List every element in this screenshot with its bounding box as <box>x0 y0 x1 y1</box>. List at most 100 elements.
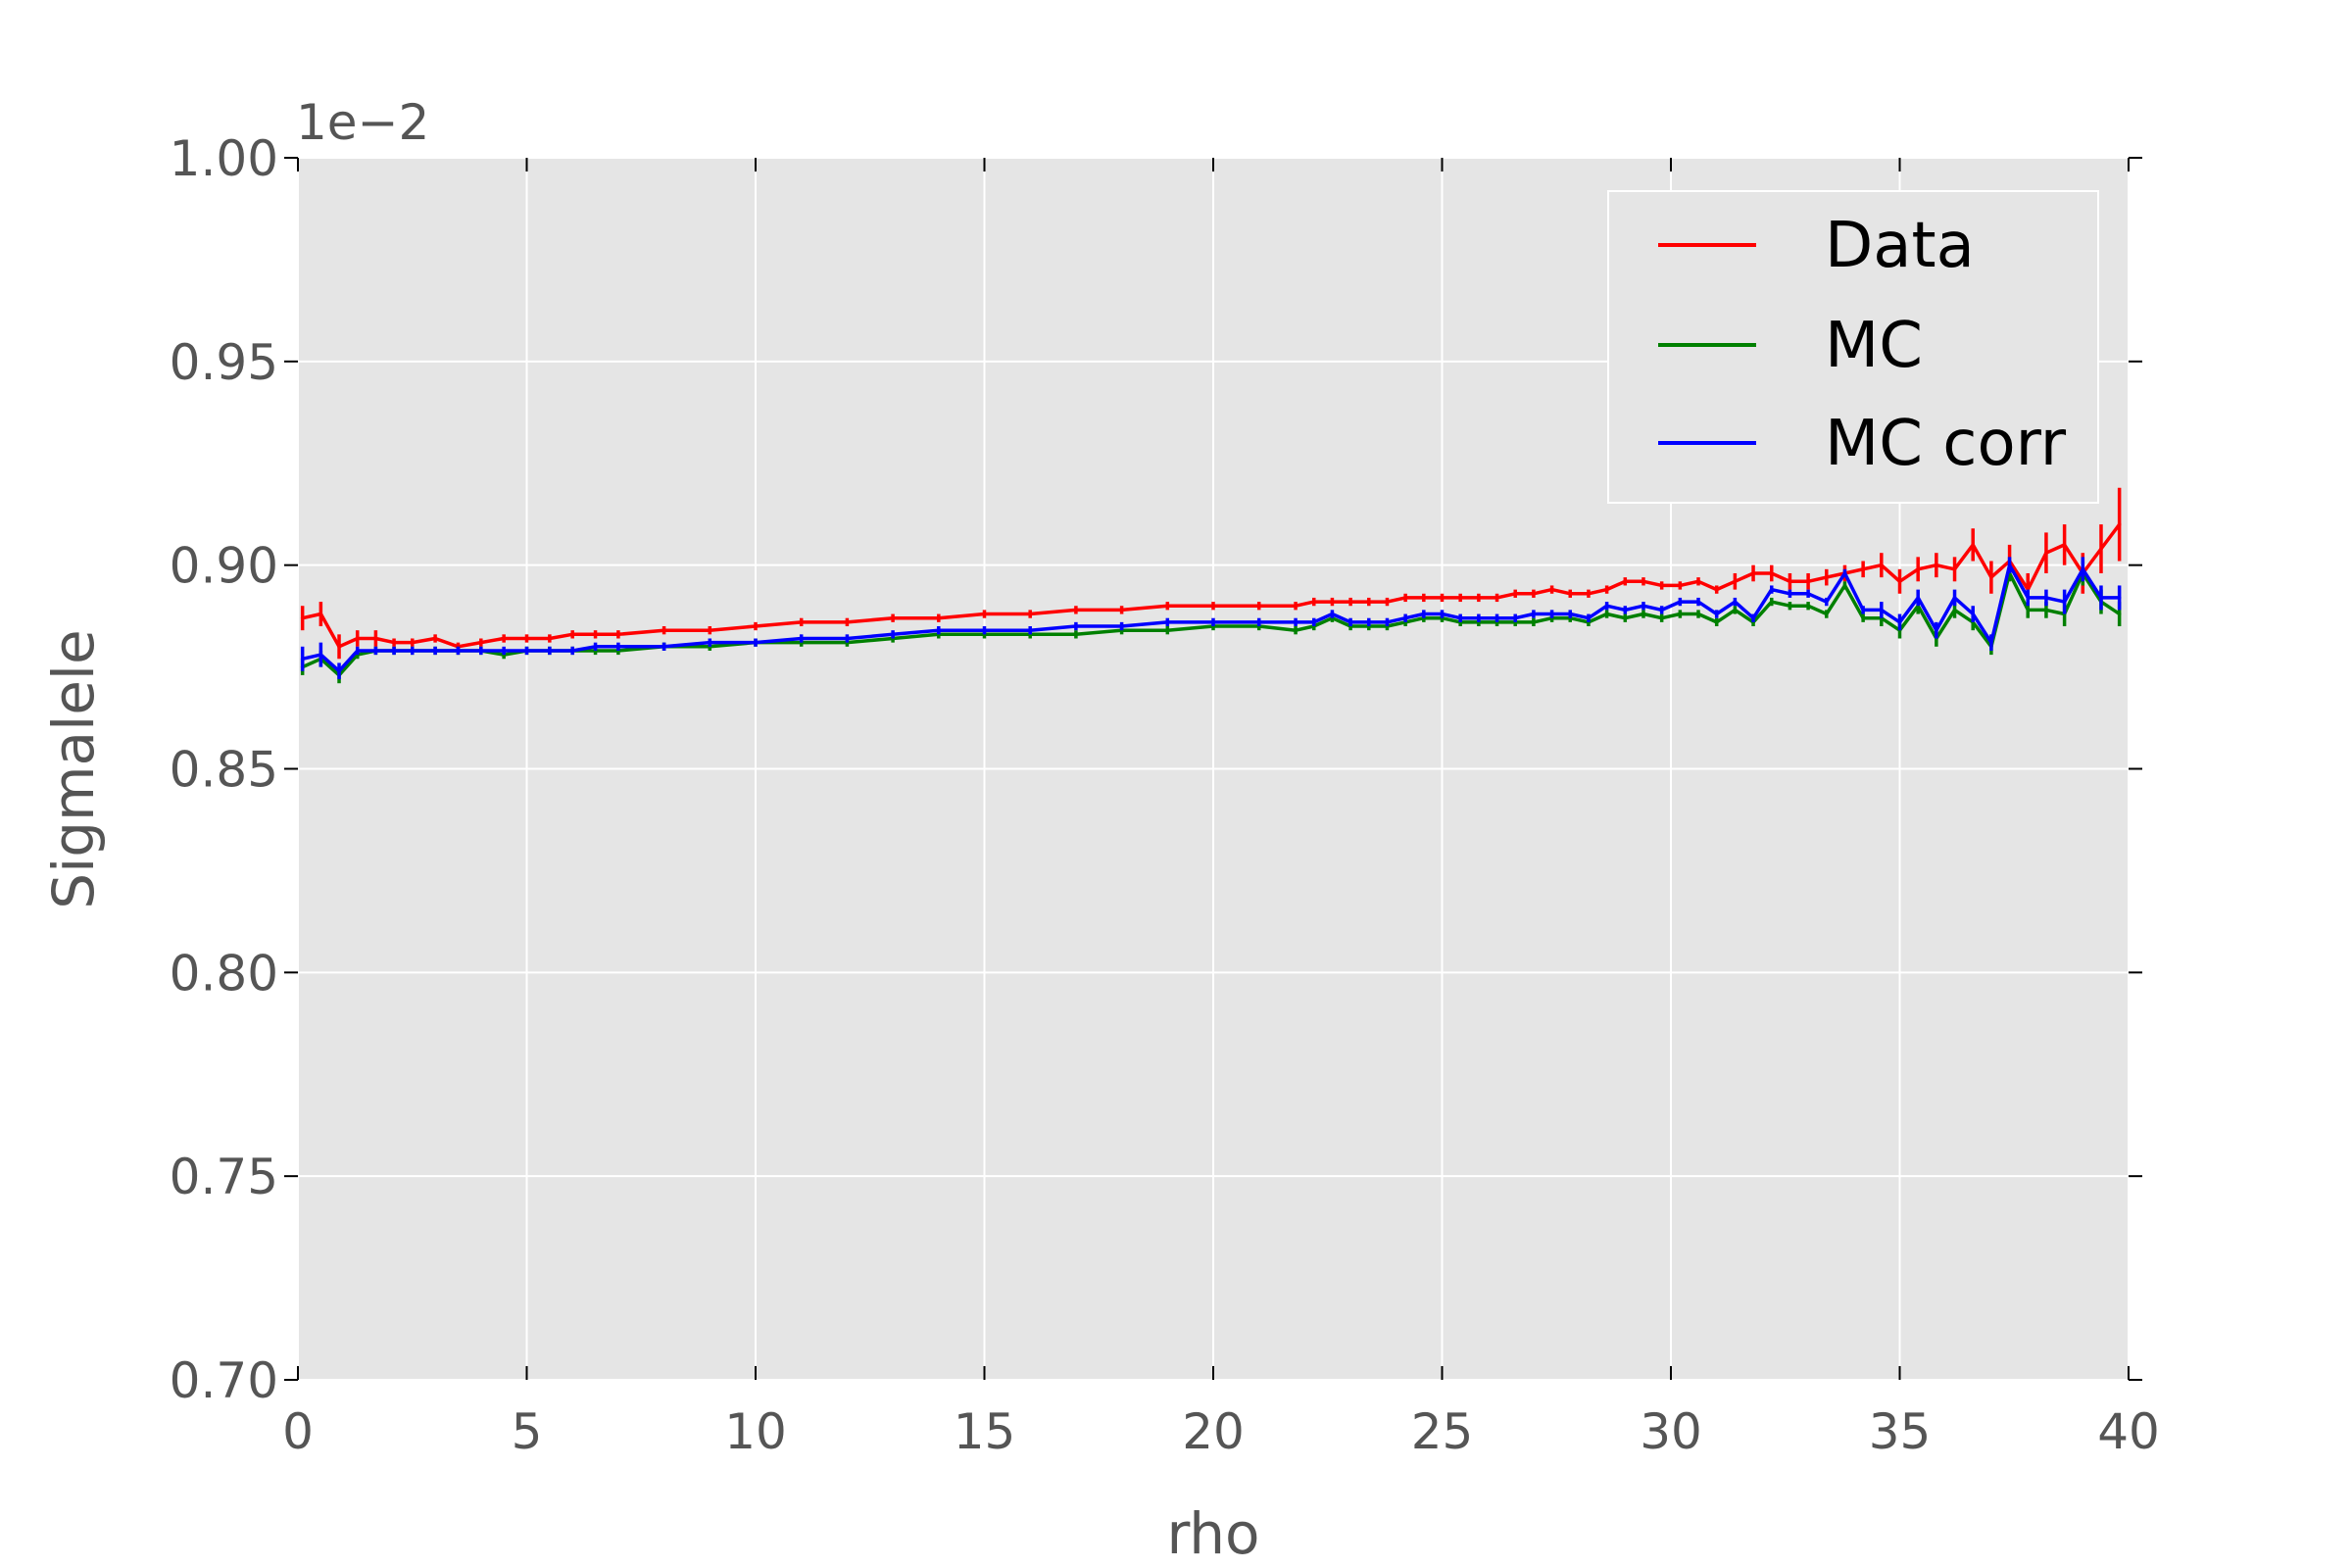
data-point <box>1348 620 1352 624</box>
data-point <box>1861 615 1865 620</box>
data-point <box>502 636 506 641</box>
data-point <box>1733 608 1738 612</box>
data-point <box>1311 600 1316 604</box>
data-point <box>1935 563 1938 567</box>
data-point <box>1806 579 1810 584</box>
data-point <box>300 615 305 620</box>
data-point <box>373 636 378 641</box>
data-point <box>845 636 850 641</box>
data-point <box>1604 612 1609 616</box>
data-point <box>1897 579 1902 584</box>
data-point <box>1403 615 1407 620</box>
data-point <box>1989 575 1993 579</box>
data-point <box>1532 591 1536 596</box>
x-tick-label: 40 <box>2097 1403 2160 1460</box>
data-point <box>524 649 529 653</box>
data-point <box>300 657 305 662</box>
y-tick-label: 0.70 <box>170 1352 278 1409</box>
y-tick-labels: 0.70 0.75 0.80 0.85 0.90 0.95 1.00 <box>170 130 278 1409</box>
data-point <box>1403 596 1407 600</box>
data-point <box>1952 567 1957 571</box>
data-point <box>1623 615 1628 620</box>
data-point <box>1806 591 1810 596</box>
data-point <box>2099 547 2103 551</box>
data-point <box>392 649 396 653</box>
data-point <box>1714 620 1719 624</box>
data-point <box>1330 612 1335 616</box>
data-point <box>1935 628 1938 632</box>
series-layer <box>300 487 2122 684</box>
data-point <box>1366 600 1371 604</box>
data-point <box>1494 596 1499 600</box>
data-point <box>1952 608 1957 612</box>
series-mc-corr <box>300 557 2122 680</box>
y-offset-label: 1e−2 <box>296 94 429 151</box>
data-point <box>2044 596 2048 600</box>
data-point <box>1256 604 1261 609</box>
data-point <box>982 612 987 616</box>
data-point <box>708 628 712 632</box>
data-point <box>1678 612 1683 616</box>
data-point <box>1477 615 1481 620</box>
data-point <box>1751 571 1755 575</box>
data-point <box>1769 571 1774 575</box>
data-point <box>2044 551 2048 555</box>
data-point <box>1971 543 1976 547</box>
x-tick-label: 20 <box>1182 1403 1245 1460</box>
data-point <box>1165 604 1170 609</box>
data-point <box>1211 604 1215 609</box>
data-point <box>1916 567 1920 571</box>
data-point <box>337 645 341 649</box>
data-point <box>937 628 941 632</box>
data-point <box>2044 608 2048 612</box>
data-point <box>1074 608 1078 612</box>
data-point <box>1861 608 1865 612</box>
data-point <box>1440 612 1445 616</box>
data-point <box>1788 579 1792 584</box>
data-point <box>502 649 506 653</box>
data-point <box>1642 612 1645 616</box>
data-point <box>1842 571 1847 575</box>
data-point <box>1659 615 1664 620</box>
data-point <box>1714 612 1719 616</box>
data-point <box>593 645 598 649</box>
data-point <box>1842 583 1847 588</box>
data-point <box>2099 596 2103 600</box>
legend-label: Data <box>1825 210 1975 282</box>
data-point <box>1916 596 1920 600</box>
data-point <box>1513 591 1518 596</box>
data-point <box>662 628 666 632</box>
data-point <box>1440 596 1445 600</box>
data-point <box>1733 600 1738 604</box>
y-tick-label: 0.85 <box>170 742 278 799</box>
grid-lines <box>297 157 2130 1381</box>
data-point <box>1587 615 1591 620</box>
data-point <box>982 628 987 632</box>
data-point <box>1294 604 1298 609</box>
data-point <box>1788 591 1792 596</box>
data-point <box>593 632 598 637</box>
data-point <box>1788 604 1792 609</box>
data-point <box>1623 608 1628 612</box>
data-point <box>1211 620 1215 624</box>
data-point <box>392 640 396 645</box>
data-point <box>479 649 483 653</box>
data-point <box>1769 587 1774 592</box>
data-point <box>1696 600 1700 604</box>
data-point <box>1366 620 1371 624</box>
data-point <box>1568 591 1573 596</box>
data-point <box>1294 620 1298 624</box>
data-point <box>355 636 360 641</box>
data-point <box>1119 624 1124 628</box>
x-tick-label: 0 <box>282 1403 314 1460</box>
data-point <box>937 615 941 620</box>
data-point <box>2081 567 2085 571</box>
data-point <box>1623 579 1628 584</box>
data-point <box>1294 628 1298 632</box>
y-tick-label: 1.00 <box>170 130 278 187</box>
data-point <box>1549 612 1554 616</box>
data-point <box>845 620 850 624</box>
data-point <box>616 645 620 649</box>
data-point <box>1074 624 1078 628</box>
